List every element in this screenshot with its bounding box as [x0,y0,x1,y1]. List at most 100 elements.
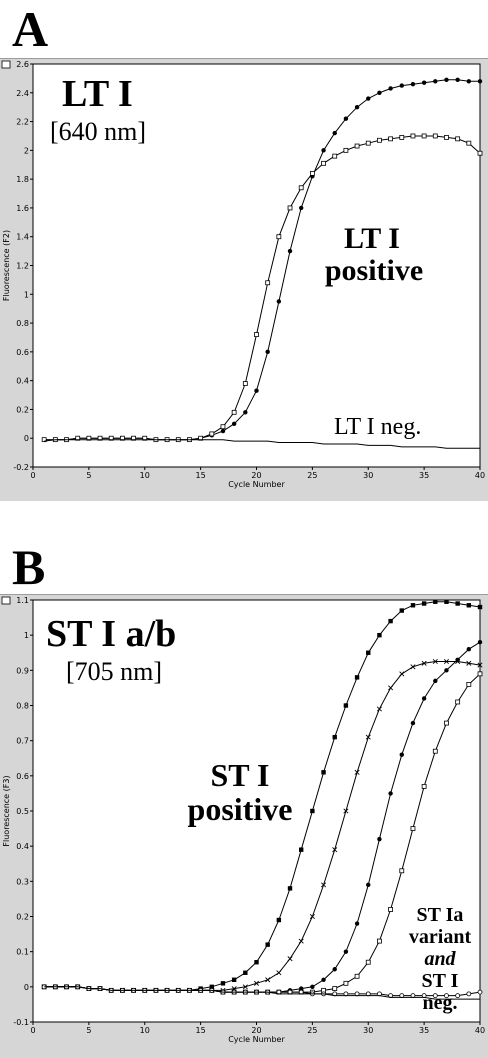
data-point [254,960,259,965]
data-point [399,671,405,677]
data-point [343,808,349,814]
data-point [265,349,270,355]
data-point [276,234,282,240]
y-axis-label: Fluorescence (F2) [2,230,11,301]
data-point [477,640,483,645]
data-point [220,981,226,986]
y-tick-label: 0.9 [16,666,29,675]
data-point [388,86,393,91]
data-point [287,248,293,254]
data-point [455,77,460,83]
data-point [455,993,461,999]
corner-icon [1,596,11,605]
data-point [421,133,427,139]
panel-letter-a: A [12,1,49,57]
data-point [477,604,483,610]
x-tick-label: 25 [307,1026,317,1035]
data-point [321,148,326,153]
x-axis-label: Cycle Number [228,1035,285,1044]
data-point [444,135,449,140]
data-point [477,662,483,668]
annotation-negative: LT I neg. [334,414,421,440]
data-point [75,435,81,441]
data-point [466,79,472,84]
data-point [276,970,282,976]
data-point [321,770,326,775]
data-point [243,970,248,975]
data-point [432,659,438,665]
data-point [466,140,472,146]
data-point [421,80,427,85]
data-point [455,601,460,606]
data-point [343,980,349,986]
data-point [354,973,360,979]
data-point [399,868,405,874]
data-point [332,967,337,972]
data-point [366,882,371,888]
data-point [399,608,404,613]
x-tick-label: 0 [30,471,35,480]
data-point [399,83,404,88]
data-point [466,647,472,652]
panel-letter-b: B [12,539,46,595]
x-tick-label: 10 [140,1026,150,1035]
y-tick-label: 0 [24,983,29,992]
data-point [421,783,427,789]
data-point [310,808,315,814]
data-point [444,720,449,726]
data-point [444,668,449,673]
data-point [298,938,304,944]
data-point [455,699,461,705]
x-tick-label: 0 [30,1026,35,1035]
y-tick-label: 1.6 [16,204,29,213]
data-point [433,599,438,604]
data-point [410,826,416,831]
annotation-variant-4: ST I [422,970,459,992]
y-tick-label: 2.4 [16,89,29,98]
annotation-positive-1: LT I [344,222,400,255]
data-point [466,991,472,997]
y-tick-label: 0.2 [16,405,29,414]
data-point [321,977,326,982]
data-point [120,435,125,441]
data-point [265,942,270,947]
data-point [455,657,460,662]
data-point [287,956,293,962]
data-point [455,136,461,142]
data-point [466,682,472,687]
data-point [354,921,360,926]
data-point [377,836,382,842]
data-point [209,984,214,990]
data-point [209,431,215,437]
y-tick-label: 1.1 [16,596,29,605]
y-tick-label: 0.6 [16,348,29,357]
data-point [220,424,226,430]
y-tick-label: 2.6 [16,60,29,69]
data-point [388,791,393,796]
data-point [242,984,248,990]
annotation-variant-2: variant [409,926,472,948]
data-point [108,435,114,441]
y-tick-label: 1 [24,631,29,640]
series-line-3 [44,439,480,449]
data-point [332,153,338,159]
x-tick-label: 20 [251,1026,261,1035]
data-point [410,664,416,670]
data-point [399,135,405,140]
data-point [321,882,327,888]
y-tick-label: 1.2 [16,262,29,271]
annotation-variant-3: and [424,948,456,970]
series-line-2 [44,135,481,441]
data-point [131,435,136,441]
data-point [265,977,271,983]
y-axis-label: Fluorescence (F3) [2,775,11,846]
data-point [410,133,416,139]
data-point [377,137,382,143]
data-point [466,603,472,608]
data-point [86,435,92,441]
data-point [477,150,483,156]
data-point [399,752,404,757]
data-point [354,675,360,680]
annotation-variant-1: ST Ia [417,904,464,926]
